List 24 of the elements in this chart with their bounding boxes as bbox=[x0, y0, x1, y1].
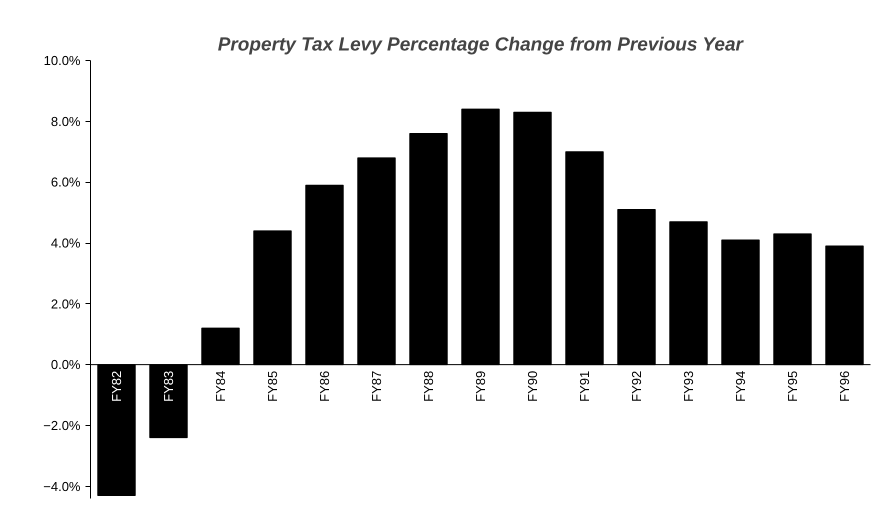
x-tick-label: FY84 bbox=[213, 370, 228, 402]
x-tick-label: FY90 bbox=[525, 370, 540, 402]
y-tick-label: −2.0% bbox=[43, 418, 81, 433]
x-tick-label: FY86 bbox=[317, 370, 332, 402]
x-tick-label: FY85 bbox=[265, 370, 280, 402]
chart-title: Property Tax Levy Percentage Change from Previous Year bbox=[218, 34, 745, 56]
x-tick-label: FY94 bbox=[733, 370, 748, 402]
x-tick-label: FY88 bbox=[421, 370, 436, 402]
x-tick-label: FY83 bbox=[161, 370, 176, 402]
y-tick-label: 8.0% bbox=[50, 114, 81, 129]
x-tick-label: FY92 bbox=[629, 370, 644, 402]
x-tick-label: FY89 bbox=[473, 370, 488, 402]
x-tick-label: FY91 bbox=[577, 370, 592, 402]
y-tick-label: 0.0% bbox=[50, 357, 81, 372]
x-tick-label: FY82 bbox=[109, 370, 124, 402]
x-tick-label: FY95 bbox=[785, 370, 800, 402]
y-tick-label: 2.0% bbox=[50, 296, 81, 312]
y-tick-label: 10.0% bbox=[44, 53, 81, 68]
y-tick-label: −4.0% bbox=[43, 478, 81, 494]
x-tick-label: FY87 bbox=[369, 370, 384, 402]
x-tick-label: FY96 bbox=[837, 370, 852, 402]
x-tick-label: FY93 bbox=[681, 370, 696, 402]
y-tick-label: 4.0% bbox=[50, 236, 81, 250]
y-tick-label: 6.0% bbox=[50, 174, 81, 190]
